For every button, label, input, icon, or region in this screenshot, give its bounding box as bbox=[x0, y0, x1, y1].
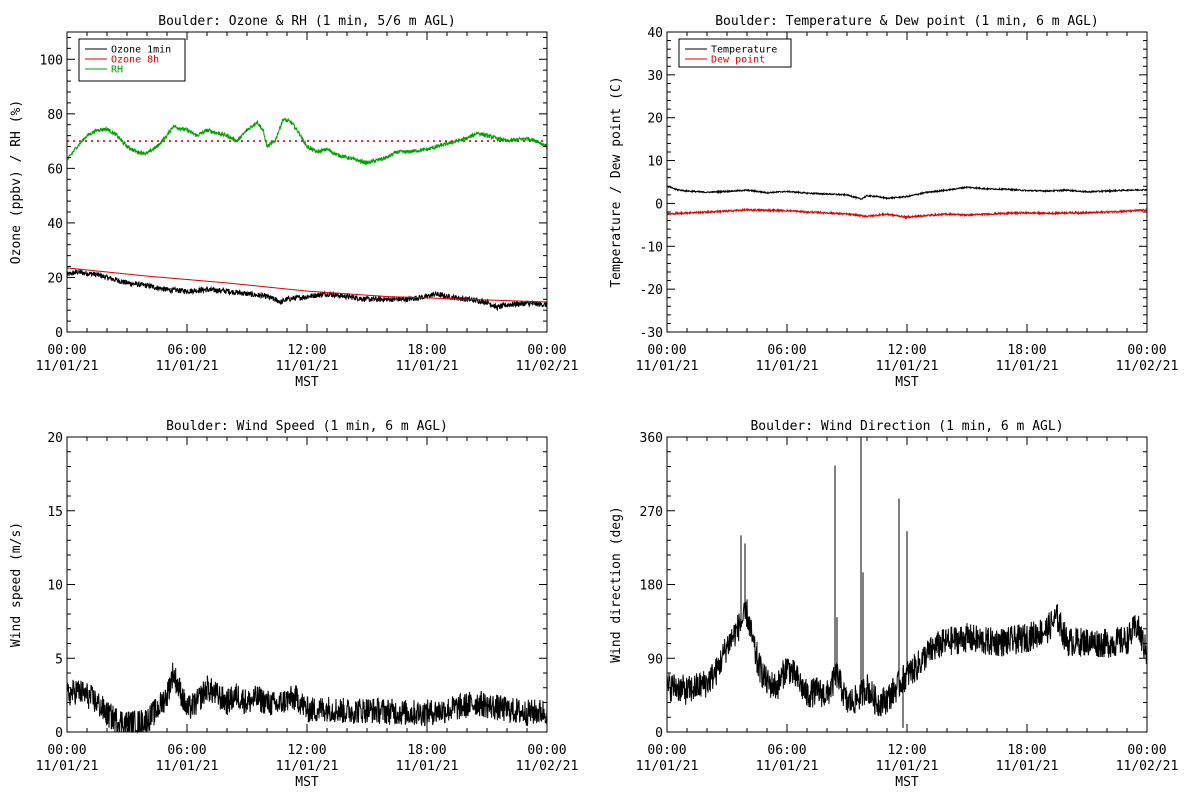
y-tick-label: 20 bbox=[47, 271, 63, 286]
legend-box bbox=[678, 38, 792, 68]
x-tick-date-label: 11/02/21 bbox=[516, 759, 579, 774]
y-axis-label: Wind speed (m/s) bbox=[9, 522, 24, 647]
legend-label: RH bbox=[111, 65, 123, 76]
x-tick-date-label: 11/02/21 bbox=[516, 359, 579, 374]
y-axis-label: Temperature / Dew point (C) bbox=[609, 76, 624, 287]
series-line-ozone-1min bbox=[66, 269, 548, 312]
x-tick-date-label: 11/01/21 bbox=[636, 759, 699, 774]
x-tick-label: 12:00 bbox=[287, 743, 326, 758]
chart-title: Boulder: Ozone & RH (1 min, 5/6 m AGL) bbox=[158, 14, 455, 29]
series-line-rh bbox=[66, 117, 548, 165]
x-tick-label: 12:00 bbox=[887, 343, 926, 358]
x-tick-label: 00:00 bbox=[1127, 343, 1166, 358]
y-tick-label: 80 bbox=[47, 108, 63, 123]
x-axis-label: MST bbox=[295, 375, 319, 390]
series-line-1 bbox=[66, 662, 548, 734]
x-tick-date-label: 11/01/21 bbox=[636, 359, 699, 374]
x-tick-date-label: 11/01/21 bbox=[396, 359, 459, 374]
x-tick-label: 00:00 bbox=[527, 343, 566, 358]
x-tick-date-label: 11/02/21 bbox=[1116, 359, 1179, 374]
y-tick-label: 10 bbox=[47, 579, 63, 594]
series-line-temperature bbox=[666, 185, 1148, 201]
x-tick-date-label: 11/01/21 bbox=[756, 359, 819, 374]
x-tick-label: 06:00 bbox=[167, 743, 206, 758]
x-axis-label: MST bbox=[895, 775, 919, 790]
x-tick-date-label: 11/01/21 bbox=[876, 759, 939, 774]
chart-panel-3: Boulder: Wind Speed (1 min, 6 m AGL) Wind… bbox=[9, 419, 578, 790]
y-tick-label: -30 bbox=[640, 326, 663, 341]
y-tick-label: 180 bbox=[640, 579, 663, 594]
y-tick-label: 40 bbox=[47, 217, 63, 232]
x-tick-label: 06:00 bbox=[167, 343, 206, 358]
x-tick-date-label: 11/02/21 bbox=[1116, 759, 1179, 774]
x-tick-date-label: 11/01/21 bbox=[156, 759, 219, 774]
chart-panel-2: Boulder: Temperature & Dew point (1 min,… bbox=[609, 14, 1178, 390]
x-tick-label: 18:00 bbox=[407, 743, 446, 758]
chart-title: Boulder: Wind Direction (1 min, 6 m AGL) bbox=[750, 419, 1063, 434]
x-tick-date-label: 11/01/21 bbox=[876, 359, 939, 374]
x-tick-date-label: 11/01/21 bbox=[396, 759, 459, 774]
y-axis-label: Ozone (ppbv) / RH (%) bbox=[9, 100, 24, 264]
x-tick-label: 18:00 bbox=[407, 343, 446, 358]
x-tick-date-label: 11/01/21 bbox=[756, 759, 819, 774]
y-tick-label: 0 bbox=[55, 726, 63, 741]
y-tick-label: 0 bbox=[655, 197, 663, 212]
legend-box bbox=[78, 38, 186, 82]
chart-title: Boulder: Wind Speed (1 min, 6 m AGL) bbox=[166, 419, 448, 434]
x-tick-label: 12:00 bbox=[887, 743, 926, 758]
x-axis-label: MST bbox=[895, 375, 919, 390]
y-tick-label: 10 bbox=[647, 155, 663, 170]
y-tick-label: -10 bbox=[640, 240, 663, 255]
series-line-ozone-8h bbox=[66, 267, 548, 303]
x-tick-label: 06:00 bbox=[767, 743, 806, 758]
x-tick-date-label: 11/01/21 bbox=[276, 759, 339, 774]
legend-label: Dew point bbox=[711, 55, 765, 66]
legend-label: Temperature bbox=[711, 45, 777, 56]
y-axis-label: Wind direction (deg) bbox=[609, 506, 624, 663]
y-tick-label: 5 bbox=[55, 652, 63, 667]
x-tick-date-label: 11/01/21 bbox=[996, 359, 1059, 374]
x-tick-label: 00:00 bbox=[1127, 743, 1166, 758]
y-tick-label: 90 bbox=[647, 652, 663, 667]
y-tick-label: 270 bbox=[640, 505, 663, 520]
y-tick-label: 100 bbox=[40, 53, 63, 68]
y-tick-label: 20 bbox=[47, 431, 63, 446]
x-tick-label: 18:00 bbox=[1007, 343, 1046, 358]
y-tick-label: 60 bbox=[47, 162, 63, 177]
x-tick-label: 06:00 bbox=[767, 343, 806, 358]
x-axis-label: MST bbox=[295, 775, 319, 790]
chart-title: Boulder: Temperature & Dew point (1 min,… bbox=[715, 14, 1099, 29]
legend-label: Ozone 1min bbox=[111, 45, 171, 56]
y-tick-label: -20 bbox=[640, 283, 663, 298]
legend-label: Ozone 8h bbox=[111, 55, 159, 66]
y-tick-label: 30 bbox=[647, 69, 663, 84]
x-tick-label: 00:00 bbox=[647, 743, 686, 758]
x-tick-label: 12:00 bbox=[287, 343, 326, 358]
x-tick-label: 00:00 bbox=[647, 343, 686, 358]
y-tick-label: 20 bbox=[647, 112, 663, 127]
chart-panel-4: Boulder: Wind Direction (1 min, 6 m AGL)… bbox=[609, 419, 1178, 790]
x-tick-label: 00:00 bbox=[47, 743, 86, 758]
y-tick-label: 360 bbox=[640, 431, 663, 446]
x-tick-date-label: 11/01/21 bbox=[36, 359, 99, 374]
y-tick-label: 15 bbox=[47, 505, 63, 520]
x-tick-label: 18:00 bbox=[1007, 743, 1046, 758]
y-tick-label: 0 bbox=[655, 726, 663, 741]
x-tick-date-label: 11/01/21 bbox=[156, 359, 219, 374]
x-tick-date-label: 11/01/21 bbox=[36, 759, 99, 774]
y-tick-label: 40 bbox=[647, 26, 663, 41]
x-tick-label: 00:00 bbox=[527, 743, 566, 758]
plot-frame bbox=[666, 31, 1148, 333]
plot-frame bbox=[66, 436, 548, 733]
x-tick-label: 00:00 bbox=[47, 343, 86, 358]
chart-panel-1: Boulder: Ozone & RH (1 min, 5/6 m AGL) Oz… bbox=[9, 14, 578, 390]
x-tick-date-label: 11/01/21 bbox=[996, 759, 1059, 774]
y-tick-label: 0 bbox=[55, 326, 63, 341]
series-line-dew-point bbox=[666, 207, 1148, 220]
x-tick-date-label: 11/01/21 bbox=[276, 359, 339, 374]
